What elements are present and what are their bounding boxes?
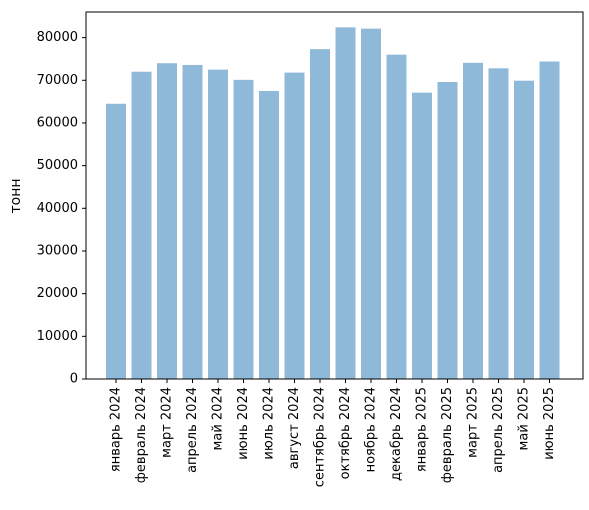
x-tick-label: май 2025 bbox=[517, 387, 532, 450]
bar bbox=[539, 61, 560, 379]
y-tick-label: 70000 bbox=[37, 73, 78, 88]
bar bbox=[514, 80, 534, 380]
x-tick-label: апрель 2025 bbox=[491, 387, 506, 473]
x-tick-label: апрель 2024 bbox=[185, 387, 200, 473]
x-tick-label: август 2024 bbox=[287, 387, 302, 469]
bar bbox=[284, 72, 305, 379]
x-tick-label: январь 2024 bbox=[109, 387, 124, 472]
x-tick-label: июль 2024 bbox=[262, 387, 277, 460]
x-tick-label: июнь 2025 bbox=[542, 387, 557, 460]
bar bbox=[208, 69, 228, 380]
x-tick-label: февраль 2024 bbox=[134, 387, 149, 483]
x-tick-label: февраль 2025 bbox=[440, 387, 455, 483]
x-tick-label: июнь 2024 bbox=[236, 387, 251, 460]
x-tick-label: сентябрь 2024 bbox=[313, 387, 328, 487]
x-tick-label: ноябрь 2024 bbox=[364, 387, 379, 472]
x-tick-label: май 2024 bbox=[211, 387, 226, 450]
bar bbox=[463, 62, 483, 379]
bar bbox=[488, 68, 509, 379]
y-tick-label: 60000 bbox=[37, 115, 78, 130]
x-tick-label: декабрь 2024 bbox=[389, 387, 404, 481]
bar bbox=[157, 63, 177, 380]
x-tick-label: март 2025 bbox=[466, 387, 481, 458]
bar bbox=[412, 92, 432, 380]
y-tick-label: 20000 bbox=[37, 286, 78, 301]
y-axis-label: тонн bbox=[8, 178, 24, 213]
y-tick-label: 0 bbox=[70, 372, 78, 387]
bar bbox=[259, 90, 279, 379]
x-tick-label: октябрь 2024 bbox=[338, 387, 353, 479]
y-tick-label: 80000 bbox=[37, 30, 78, 45]
bar bbox=[335, 27, 356, 380]
y-tick-label: 40000 bbox=[37, 201, 78, 216]
x-axis: январь 2024 февраль 2024 март 2024 апрель 2… bbox=[109, 379, 557, 487]
x-tick-label: январь 2025 bbox=[415, 387, 430, 472]
y-tick-label: 50000 bbox=[37, 158, 78, 173]
bar bbox=[233, 79, 254, 379]
bar bbox=[182, 64, 203, 380]
bar bbox=[106, 103, 126, 379]
plot-frame bbox=[85, 11, 584, 380]
bars-layer bbox=[106, 27, 560, 380]
bar bbox=[386, 54, 407, 380]
bar bbox=[437, 81, 458, 380]
bar bbox=[131, 71, 152, 380]
bar bbox=[361, 28, 381, 379]
y-tick-label: 10000 bbox=[37, 329, 78, 344]
x-tick-label: март 2024 bbox=[160, 387, 175, 458]
y-tick-label: 30000 bbox=[37, 243, 78, 258]
y-axis: 0 10000 20000 30000 40000 50000 60000 70000 8000… bbox=[37, 30, 86, 387]
bar bbox=[310, 49, 330, 379]
